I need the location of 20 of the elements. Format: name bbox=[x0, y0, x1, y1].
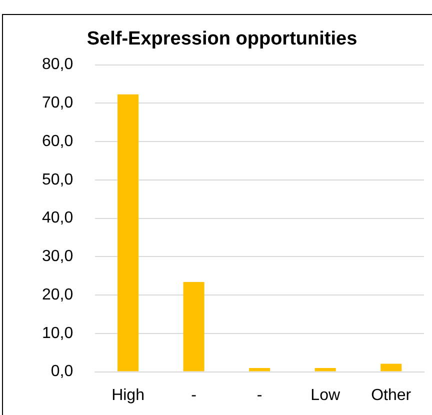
x-tick-label: Low bbox=[310, 386, 340, 404]
y-tick-label: 20,0 bbox=[42, 286, 74, 304]
x-tick-label: - bbox=[191, 386, 196, 404]
y-tick-label: 40,0 bbox=[42, 210, 74, 227]
x-tick-label: Other bbox=[371, 386, 412, 404]
chart-title: Self-Expression opportunities bbox=[86, 28, 358, 50]
bar bbox=[118, 94, 139, 372]
y-tick-label: 60,0 bbox=[42, 132, 74, 150]
bar bbox=[183, 282, 204, 372]
y-tick-label: 30,0 bbox=[42, 248, 74, 266]
y-tick-label: 10,0 bbox=[42, 324, 74, 342]
y-tick-label: 0,0 bbox=[50, 363, 74, 380]
bar bbox=[314, 368, 336, 372]
x-tick-label: - bbox=[256, 386, 262, 404]
bar bbox=[249, 368, 270, 372]
y-tick-label: 50,0 bbox=[42, 171, 74, 188]
bar bbox=[380, 364, 402, 372]
x-tick-label: High bbox=[112, 386, 144, 404]
y-tick-label: 80,0 bbox=[42, 56, 74, 74]
y-tick-label: 70,0 bbox=[42, 94, 74, 112]
